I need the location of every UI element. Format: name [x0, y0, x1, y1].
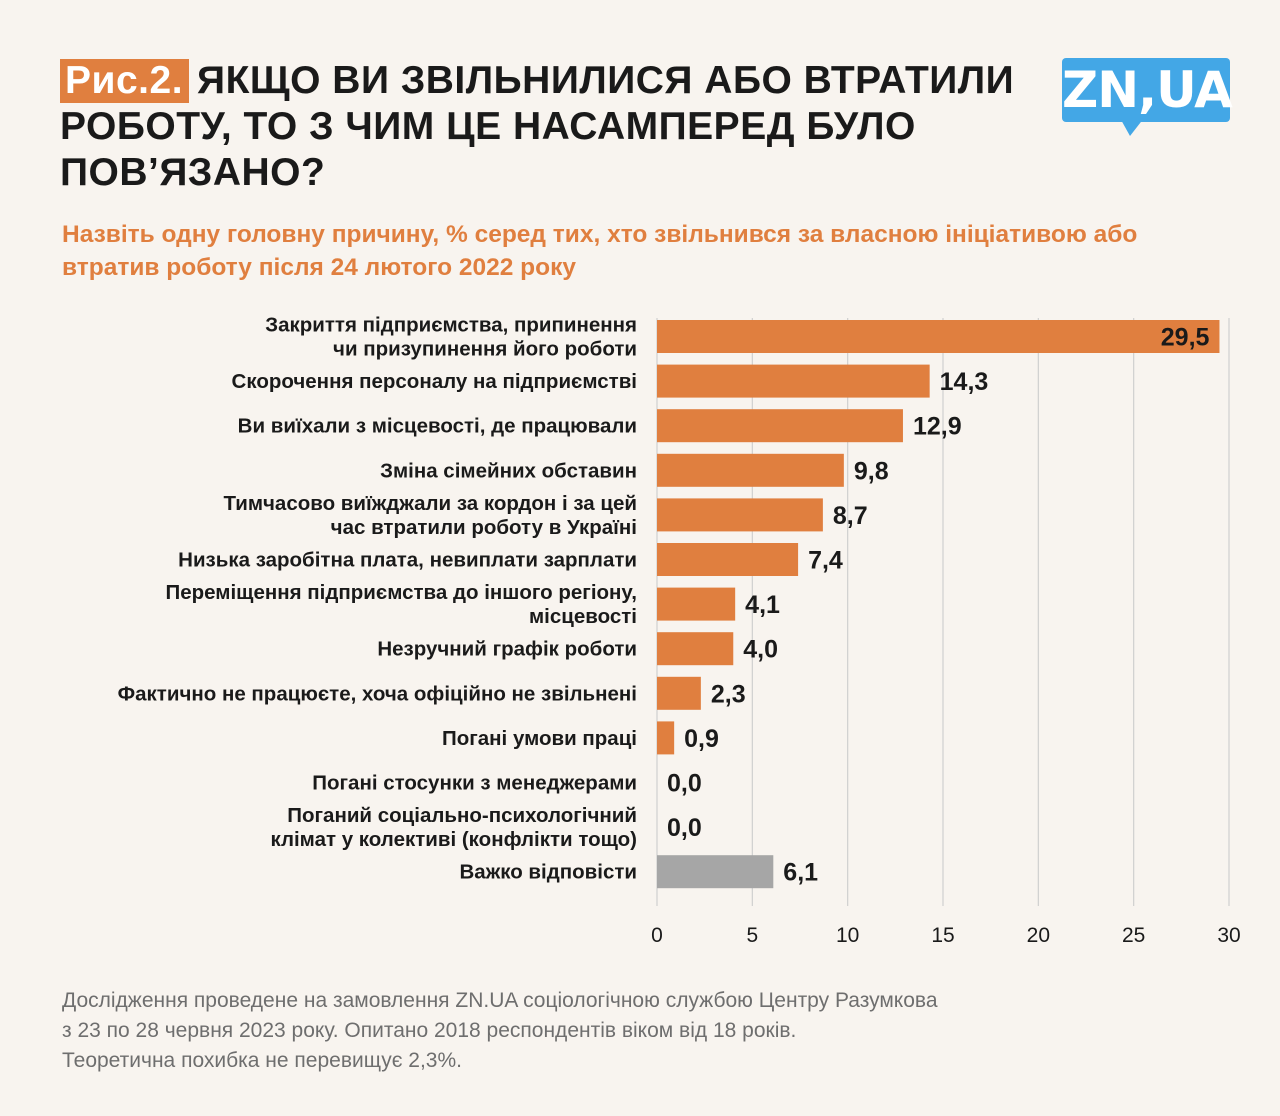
bar	[657, 498, 823, 532]
category-label: Закриття підприємства, припинення чи приз…	[265, 314, 637, 361]
value-label: 2,3	[711, 680, 746, 708]
chart-subtitle: Назвіть одну головну причину, % серед ти…	[62, 221, 1138, 281]
category-label: Погані стосунки з менеджерами	[312, 772, 637, 795]
bar	[657, 855, 774, 889]
chart-title-block: Рис.2. ЯКЩО ВИ ЗВІЛЬНИЛИСЯ АБО ВТРАТИЛИ Р…	[60, 58, 1020, 196]
bar	[657, 320, 1220, 353]
bar-chart: 0 5 10 15 20 25 30 Закриття підприємства, припи…	[118, 314, 1241, 948]
zn-ua-logo: ZN,UA	[1062, 58, 1233, 122]
category-label: Низька заробітна плата, невиплати зарпла…	[178, 549, 637, 572]
category-label: Фактично не працюєте, хоча офіційно не з…	[118, 682, 637, 705]
x-tick-label: 10	[836, 924, 859, 947]
value-label: 7,4	[808, 547, 843, 575]
logo-text: ZN,UA	[1062, 61, 1233, 119]
value-label: 0,0	[667, 814, 702, 842]
value-label: 8,7	[833, 502, 868, 530]
footer-line-3: Теоретична похибка не перевищує 2,3%.	[62, 1049, 462, 1072]
category-label: Незручний графік роботи	[377, 638, 637, 661]
bar	[657, 543, 799, 576]
footer-line-2: з 23 по 28 червня 2023 року. Опитано 201…	[62, 1019, 797, 1042]
figure-label: Рис.2.	[60, 59, 190, 103]
value-label: 6,1	[783, 859, 818, 887]
value-label: 9,8	[854, 457, 889, 485]
value-label: 0,0	[667, 770, 702, 798]
x-tick-label: 5	[746, 924, 758, 947]
category-label: Ви виїхали з місцевості, де працювали	[238, 415, 637, 438]
bar	[657, 587, 736, 621]
chart-title: ЯКЩО ВИ ЗВІЛЬНИЛИСЯ АБО ВТРАТИЛИ РОБОТУ,…	[60, 59, 1015, 194]
logo-speech-tail	[1120, 118, 1144, 136]
bar	[657, 409, 903, 443]
footer-line-1: Дослідження проведене на замовлення ZN.U…	[62, 989, 938, 1012]
x-tick-label: 15	[931, 924, 954, 947]
category-label: Тимчасово виїжджали за кордон і за цей ча…	[224, 492, 637, 539]
x-tick-label: 20	[1027, 924, 1050, 947]
category-label: Зміна сімейних обставин	[380, 459, 637, 482]
bar	[657, 453, 844, 487]
category-label: Переміщення підприємства до іншого регіо…	[166, 581, 637, 628]
value-label: 0,9	[684, 725, 719, 753]
bar	[657, 721, 675, 755]
bar	[657, 364, 930, 398]
value-label: 4,0	[743, 636, 778, 664]
x-tick-label: 25	[1122, 924, 1145, 947]
value-label: 29,5	[1161, 324, 1210, 352]
footer-note: Дослідження проведене на замовлення ZN.U…	[62, 986, 1212, 1076]
category-label: Поганий соціально-психологічний клімат у …	[270, 804, 637, 851]
category-label: Скорочення персоналу на підприємстві	[232, 370, 637, 393]
bar	[657, 676, 701, 710]
value-label: 4,1	[745, 591, 780, 619]
value-label: 14,3	[940, 368, 989, 396]
x-tick-label: 0	[651, 924, 663, 947]
category-label: Погані умови праці	[442, 727, 637, 750]
category-label: Важко відповісти	[459, 861, 637, 884]
x-tick-label: 30	[1217, 924, 1240, 947]
bar	[657, 632, 734, 666]
value-label: 12,9	[913, 413, 962, 441]
